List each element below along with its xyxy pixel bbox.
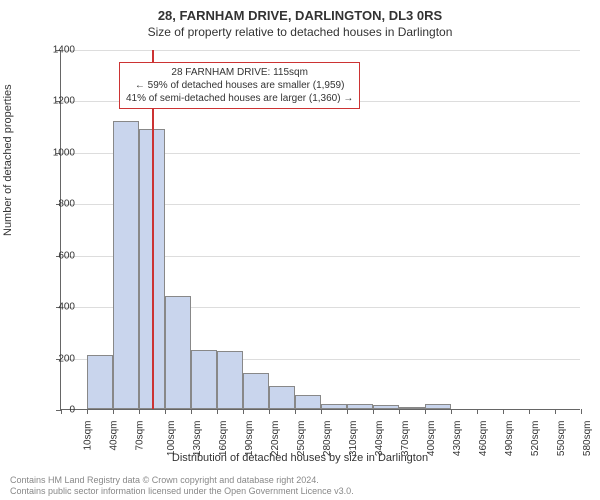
xtick-label: 340sqm xyxy=(374,421,385,457)
histogram-bar xyxy=(295,395,321,409)
xtick-label: 550sqm xyxy=(556,421,567,457)
ytick-label: 1400 xyxy=(35,45,75,56)
histogram-bar xyxy=(165,296,191,409)
chart-title-main: 28, FARNHAM DRIVE, DARLINGTON, DL3 0RS xyxy=(0,0,600,23)
ytick-label: 800 xyxy=(35,199,75,210)
ytick-label: 0 xyxy=(35,405,75,416)
xtick-mark xyxy=(425,409,426,414)
xtick-label: 490sqm xyxy=(504,421,515,457)
histogram-bar xyxy=(191,350,217,409)
annotation-line2: ← 59% of detached houses are smaller (1,… xyxy=(126,79,353,92)
plot-region: 10sqm40sqm70sqm100sqm130sqm160sqm190sqm2… xyxy=(60,50,580,410)
xtick-label: 10sqm xyxy=(83,421,94,451)
xtick-mark xyxy=(113,409,114,414)
xtick-label: 430sqm xyxy=(452,421,463,457)
xtick-mark xyxy=(321,409,322,414)
histogram-bar xyxy=(87,355,113,409)
xtick-mark xyxy=(243,409,244,414)
xtick-label: 130sqm xyxy=(192,421,203,457)
histogram-bar xyxy=(321,404,347,409)
xtick-label: 370sqm xyxy=(400,421,411,457)
xtick-label: 70sqm xyxy=(135,421,146,451)
xtick-label: 460sqm xyxy=(478,421,489,457)
annotation-box: 28 FARNHAM DRIVE: 115sqm← 59% of detache… xyxy=(119,62,360,109)
xtick-mark xyxy=(165,409,166,414)
xtick-label: 160sqm xyxy=(218,421,229,457)
chart-title-sub: Size of property relative to detached ho… xyxy=(0,23,600,39)
y-axis-label: Number of detached properties xyxy=(2,84,14,236)
x-axis-label: Distribution of detached houses by size … xyxy=(0,452,600,464)
footer-line2: Contains public sector information licen… xyxy=(10,486,354,497)
histogram-bar xyxy=(347,404,373,409)
xtick-mark xyxy=(529,409,530,414)
annotation-line3: 41% of semi-detached houses are larger (… xyxy=(126,92,353,105)
xtick-mark xyxy=(555,409,556,414)
xtick-mark xyxy=(503,409,504,414)
annotation-line1: 28 FARNHAM DRIVE: 115sqm xyxy=(126,66,353,79)
footer-credits: Contains HM Land Registry data © Crown c… xyxy=(10,475,354,497)
xtick-label: 400sqm xyxy=(426,421,437,457)
xtick-mark xyxy=(347,409,348,414)
xtick-label: 520sqm xyxy=(530,421,541,457)
xtick-label: 220sqm xyxy=(270,421,281,457)
xtick-label: 250sqm xyxy=(296,421,307,457)
xtick-mark xyxy=(581,409,582,414)
xtick-mark xyxy=(87,409,88,414)
histogram-bar xyxy=(243,373,269,409)
histogram-bar xyxy=(113,121,139,409)
footer-line1: Contains HM Land Registry data © Crown c… xyxy=(10,475,354,486)
xtick-label: 280sqm xyxy=(322,421,333,457)
ytick-label: 600 xyxy=(35,250,75,261)
xtick-mark xyxy=(191,409,192,414)
histogram-bar xyxy=(373,405,399,409)
xtick-mark xyxy=(295,409,296,414)
ytick-label: 1200 xyxy=(35,96,75,107)
xtick-mark xyxy=(451,409,452,414)
xtick-label: 310sqm xyxy=(348,421,359,457)
histogram-bar xyxy=(269,386,295,409)
ytick-label: 1000 xyxy=(35,147,75,158)
ytick-label: 400 xyxy=(35,302,75,313)
xtick-label: 40sqm xyxy=(109,421,120,451)
xtick-label: 190sqm xyxy=(244,421,255,457)
xtick-mark xyxy=(399,409,400,414)
xtick-mark xyxy=(217,409,218,414)
xtick-mark xyxy=(269,409,270,414)
ytick-label: 200 xyxy=(35,353,75,364)
xtick-mark xyxy=(477,409,478,414)
histogram-bar xyxy=(425,404,451,409)
xtick-mark xyxy=(373,409,374,414)
xtick-label: 100sqm xyxy=(166,421,177,457)
xtick-label: 580sqm xyxy=(582,421,593,457)
chart-area: 10sqm40sqm70sqm100sqm130sqm160sqm190sqm2… xyxy=(60,50,580,410)
histogram-bar xyxy=(217,351,243,409)
gridline xyxy=(61,50,580,51)
histogram-bar xyxy=(399,407,425,409)
xtick-mark xyxy=(139,409,140,414)
